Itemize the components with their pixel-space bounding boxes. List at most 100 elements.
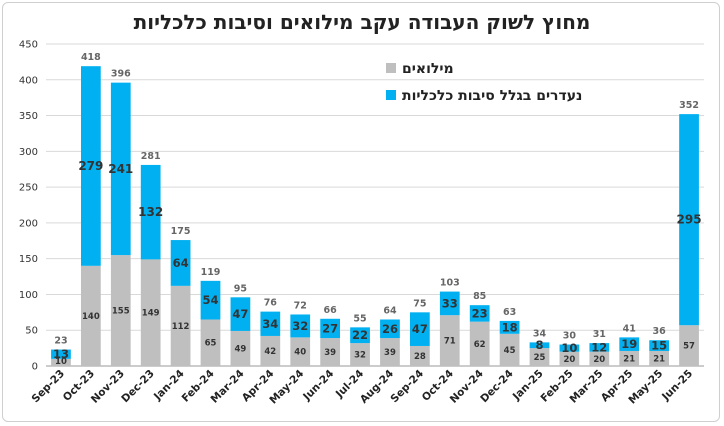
bar-economic — [230, 297, 251, 331]
data-label-reserves: 10 — [55, 357, 67, 367]
legend: מילואים נעדרים בגלל סיבות כלכליות — [386, 61, 582, 104]
data-label-economic: 8 — [535, 338, 543, 352]
data-label-economic: 295 — [677, 213, 702, 227]
data-label-economic: 13 — [53, 347, 69, 361]
legend-label-reserves: מילואים — [402, 61, 454, 77]
data-label-reserves: 32 — [354, 351, 366, 361]
data-label-economic: 47 — [412, 322, 428, 336]
bar-reserves — [499, 333, 520, 366]
data-label-reserves: 25 — [534, 353, 546, 363]
data-label-economic: 64 — [173, 256, 189, 270]
x-tick-label: Jun-24 — [300, 368, 336, 404]
bar-economic — [499, 320, 520, 334]
bar-reserves — [649, 350, 670, 366]
data-label-reserves: 49 — [234, 344, 246, 354]
data-label-total: 23 — [54, 336, 67, 347]
data-label-reserves: 39 — [384, 348, 396, 358]
bar-reserves — [290, 337, 311, 366]
bar-economic — [469, 305, 490, 322]
legend-label-economic: נעדרים בגלל סיבות כלכליות — [402, 88, 582, 104]
data-label-economic: 241 — [108, 162, 133, 176]
x-tick-label: Nov-23 — [89, 368, 127, 406]
data-label-economic: 19 — [621, 337, 637, 351]
data-label-reserves: 112 — [172, 322, 190, 332]
data-label-total: 41 — [623, 323, 636, 334]
bar-reserves — [110, 255, 131, 366]
x-tick-label: Sep-23 — [29, 368, 67, 406]
bar-economic — [260, 311, 281, 336]
legend-swatch-reserves — [386, 63, 396, 73]
x-tick-label: Dec-24 — [478, 368, 515, 405]
y-tick-label: 250 — [19, 183, 38, 194]
data-label-reserves: 40 — [294, 348, 306, 358]
data-label-total: 95 — [234, 283, 247, 294]
data-label-economic: 33 — [442, 296, 458, 310]
data-label-economic: 15 — [651, 339, 667, 353]
bar-economic — [679, 114, 699, 326]
y-tick-label: 450 — [19, 40, 38, 51]
data-label-reserves: 42 — [264, 347, 276, 357]
data-label-reserves: 149 — [142, 309, 160, 319]
bar-reserves — [380, 338, 400, 366]
bar-reserves — [230, 330, 251, 366]
x-tick-label: Sep-24 — [388, 368, 426, 406]
data-label-reserves: 39 — [324, 348, 336, 358]
data-label-economic: 18 — [502, 320, 518, 334]
data-label-total: 34 — [533, 328, 547, 339]
bar-reserves — [320, 338, 341, 366]
bar-economic — [51, 349, 71, 359]
data-label-reserves: 28 — [414, 352, 426, 362]
y-tick-label: 50 — [25, 326, 38, 337]
data-label-total: 55 — [353, 313, 366, 324]
y-tick-label: 100 — [19, 290, 38, 301]
data-label-economic: 10 — [561, 341, 577, 355]
bar-economic — [619, 337, 640, 351]
data-label-reserves: 62 — [474, 340, 486, 350]
bar-reserves — [409, 345, 430, 366]
data-label-total: 66 — [324, 305, 338, 316]
data-label-economic: 132 — [138, 205, 163, 219]
data-label-total: 36 — [653, 326, 667, 337]
data-label-total: 72 — [294, 300, 307, 311]
bar-economic — [439, 291, 460, 316]
data-label-reserves: 57 — [683, 342, 695, 352]
bar-reserves — [469, 321, 490, 366]
data-label-reserves: 45 — [504, 346, 516, 356]
bar-reserves — [559, 351, 580, 366]
data-label-economic: 279 — [78, 159, 103, 173]
data-label-reserves: 65 — [205, 339, 217, 349]
data-label-total: 75 — [413, 298, 426, 309]
bar-economic — [80, 66, 101, 266]
data-label-reserves: 71 — [444, 337, 456, 347]
bar-reserves — [260, 335, 281, 366]
data-label-economic: 34 — [262, 317, 278, 331]
data-label-economic: 32 — [292, 319, 308, 333]
x-tick-label: Aug-24 — [358, 368, 396, 406]
y-tick-label: 350 — [19, 111, 38, 122]
y-axis: 0 50 100 150 200 250 300 350 400 450 — [19, 40, 38, 373]
data-label-economic: 22 — [352, 328, 368, 342]
legend-swatch-economic — [386, 90, 396, 100]
data-label-economic: 54 — [202, 293, 218, 307]
data-label-total: 76 — [264, 298, 278, 309]
x-tick-label: Dec-23 — [119, 368, 156, 405]
x-tick-label: Jun-25 — [659, 368, 695, 404]
data-label-reserves: 20 — [563, 355, 575, 365]
data-label-reserves: 21 — [623, 354, 635, 364]
y-tick-label: 150 — [19, 254, 38, 265]
bar-economic — [110, 82, 131, 256]
data-label-economic: 26 — [382, 322, 398, 336]
data-label-total: 30 — [563, 331, 577, 342]
bar-economic — [409, 312, 430, 346]
bar-economic — [529, 342, 550, 349]
bar-reserves — [140, 259, 161, 366]
bar-reserves — [51, 358, 71, 366]
x-tick-label: Nov-24 — [448, 368, 486, 406]
bar-reserves — [619, 350, 640, 366]
bar-economic — [290, 314, 311, 338]
data-label-economic: 27 — [322, 321, 338, 335]
bar-economic — [589, 343, 610, 352]
data-label-reserves: 21 — [653, 354, 665, 364]
data-label-total: 418 — [81, 52, 101, 63]
bars: 1013231402794181552413961491322811126417… — [51, 52, 702, 367]
